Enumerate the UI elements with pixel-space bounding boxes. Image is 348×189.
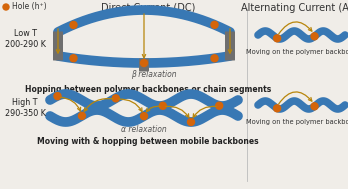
Circle shape: [274, 105, 280, 112]
Text: Moving on the polymer backbone: Moving on the polymer backbone: [245, 119, 348, 125]
Circle shape: [141, 60, 148, 67]
FancyBboxPatch shape: [139, 59, 149, 71]
Text: Direct Current (DC): Direct Current (DC): [101, 3, 195, 13]
FancyBboxPatch shape: [53, 32, 63, 60]
Circle shape: [54, 93, 61, 100]
Circle shape: [311, 103, 318, 110]
Circle shape: [141, 113, 148, 120]
Circle shape: [211, 55, 218, 62]
Text: Hole (h⁺): Hole (h⁺): [12, 2, 47, 12]
Circle shape: [211, 21, 218, 28]
Circle shape: [188, 119, 195, 125]
FancyBboxPatch shape: [225, 32, 235, 60]
Text: Hopping between polymer backbones or chain segments: Hopping between polymer backbones or cha…: [25, 85, 271, 94]
Text: Low T
200-290 K: Low T 200-290 K: [5, 29, 46, 49]
Text: Moving on the polymer backbone: Moving on the polymer backbone: [245, 49, 348, 55]
Text: Alternating Current (AC): Alternating Current (AC): [241, 3, 348, 13]
Circle shape: [78, 112, 86, 119]
Circle shape: [274, 35, 280, 42]
Text: Moving with & hopping between mobile backbones: Moving with & hopping between mobile bac…: [37, 137, 259, 146]
Text: α relaxation: α relaxation: [121, 125, 167, 134]
Circle shape: [311, 33, 318, 40]
Circle shape: [216, 102, 223, 109]
Text: β relaxation: β relaxation: [131, 70, 177, 79]
Circle shape: [3, 4, 9, 10]
Circle shape: [159, 102, 166, 109]
Circle shape: [70, 55, 77, 62]
Circle shape: [70, 21, 77, 28]
Circle shape: [112, 95, 119, 102]
Text: High T
290-350 K: High T 290-350 K: [5, 98, 46, 118]
